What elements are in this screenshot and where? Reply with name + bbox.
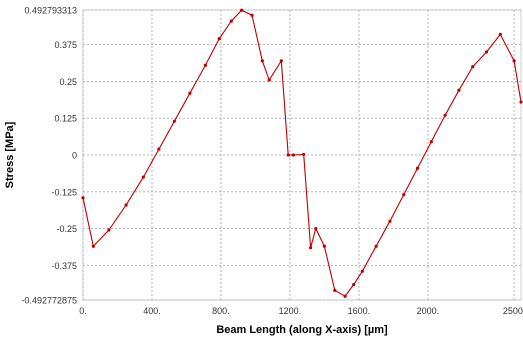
data-point <box>217 37 221 41</box>
data-point <box>302 152 306 157</box>
data-point <box>279 59 283 63</box>
y-tick-label: 0 <box>72 151 77 161</box>
data-point <box>250 13 254 17</box>
data-point <box>267 78 271 82</box>
data-point <box>402 193 406 197</box>
x-tick-label: 2500. <box>503 306 523 316</box>
data-point <box>91 244 95 248</box>
data-point <box>141 175 145 179</box>
data-point <box>498 32 502 36</box>
data-point <box>519 100 523 104</box>
data-point <box>188 91 192 95</box>
data-point <box>172 119 176 123</box>
data-point <box>203 63 208 67</box>
y-tick-label: -0.492772875 <box>21 296 77 306</box>
data-point <box>457 88 461 92</box>
x-tick-label: 1200. <box>279 306 302 316</box>
y-tick-label: 0.125 <box>54 114 77 124</box>
data-point <box>240 8 244 12</box>
data-point <box>415 166 420 170</box>
data-point <box>333 288 337 292</box>
data-point <box>388 219 392 223</box>
data-point <box>291 153 295 157</box>
data-point <box>512 59 516 63</box>
data-point <box>484 50 489 54</box>
data-point <box>374 244 378 248</box>
data-point <box>429 140 433 144</box>
x-tick-label: 400. <box>143 306 161 316</box>
data-point <box>443 113 447 117</box>
y-tick-label: 0.492793313 <box>24 6 77 16</box>
data-point <box>260 59 264 63</box>
y-axis-ticks: 0.492793313 0.375 0.25 0.125 0 -0.125 -0.25 -0.… <box>21 6 77 306</box>
y-tick-label: -0.125 <box>51 187 77 197</box>
x-tick-label: 2000. <box>417 306 440 316</box>
x-axis-label: Beam Length (along X-axis) [µm] <box>216 324 388 336</box>
y-tick-label: -0.375 <box>51 261 77 271</box>
x-tick-label: 800. <box>212 306 230 316</box>
data-point <box>309 246 313 250</box>
data-series <box>81 8 523 298</box>
data-point <box>157 147 161 151</box>
data-point <box>229 19 233 23</box>
data-point <box>81 196 85 200</box>
x-axis-ticks: 0. 400. 800. 1200. 1600. 2000. 2500. <box>79 306 523 316</box>
data-point <box>352 282 356 287</box>
x-tick-label: 1600. <box>348 306 371 316</box>
y-tick-label: 0.375 <box>54 40 77 50</box>
data-point <box>124 203 128 207</box>
data-point <box>314 226 318 231</box>
x-tick-label: 0. <box>79 306 87 316</box>
data-point <box>343 294 347 298</box>
y-axis-label: Stress [MPa] <box>4 121 16 188</box>
data-point <box>322 244 327 248</box>
data-point <box>286 153 290 157</box>
y-tick-label: -0.25 <box>56 224 77 234</box>
data-point <box>471 65 475 69</box>
y-tick-label: 0.25 <box>59 77 77 87</box>
data-point <box>360 269 364 273</box>
data-point <box>107 228 111 232</box>
series-line <box>82 9 522 297</box>
